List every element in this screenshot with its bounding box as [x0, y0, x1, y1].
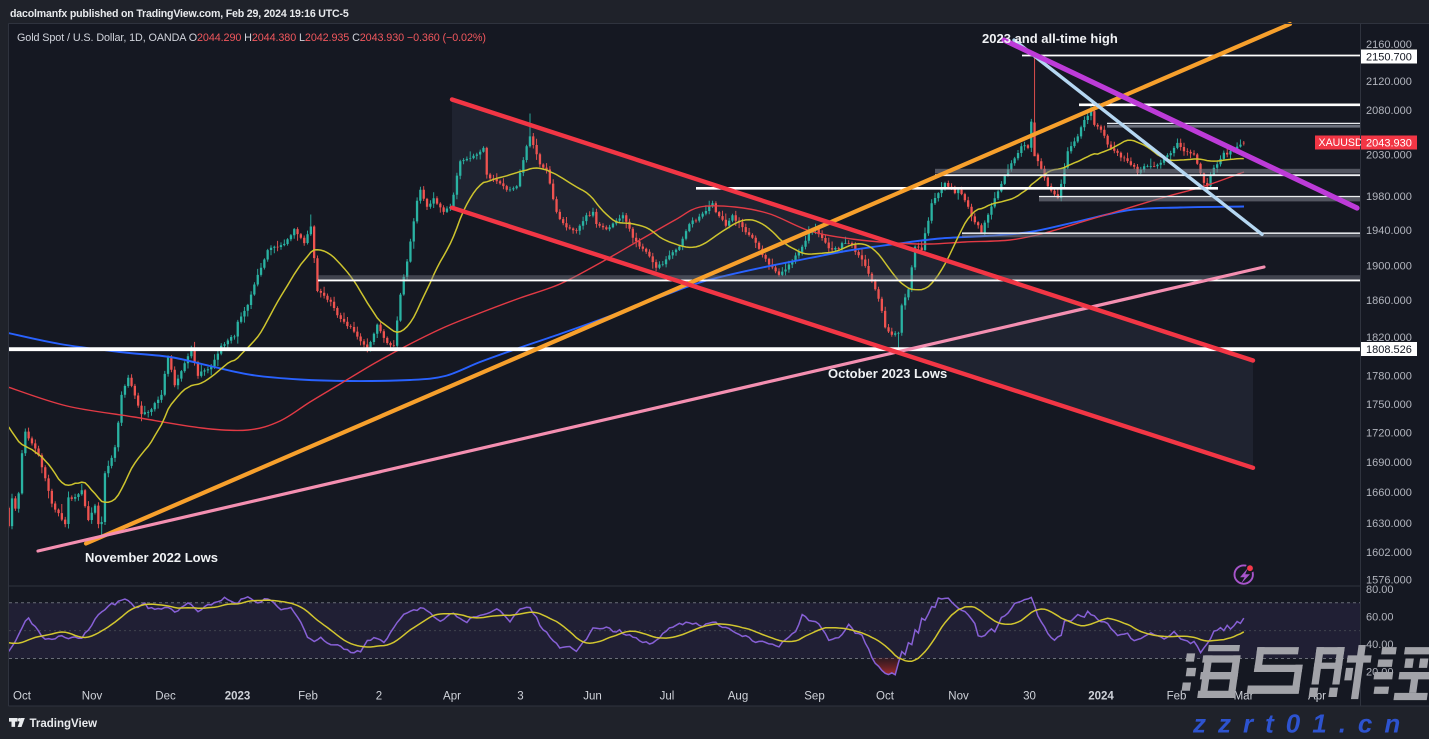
svg-text:Dec: Dec	[155, 691, 176, 703]
svg-text:1602.000: 1602.000	[1366, 547, 1412, 559]
svg-text:1808.526: 1808.526	[1366, 344, 1412, 356]
svg-text:2043.930: 2043.930	[1366, 138, 1412, 150]
svg-text:80.00: 80.00	[1366, 584, 1394, 596]
svg-text:2023: 2023	[225, 691, 251, 703]
svg-text:dacolmanfx published on Tradin: dacolmanfx published on TradingView.com,…	[10, 8, 349, 20]
svg-text:2150.700: 2150.700	[1366, 52, 1412, 64]
svg-text:1750.000: 1750.000	[1366, 399, 1412, 411]
svg-text:3: 3	[517, 691, 523, 703]
svg-text:November 2022 Lows: November 2022 Lows	[85, 550, 218, 565]
svg-text:zzrt01.cn: zzrt01.cn	[1192, 709, 1412, 739]
svg-text:Feb: Feb	[1167, 691, 1187, 703]
svg-text:Oct: Oct	[876, 691, 895, 703]
svg-text:Nov: Nov	[948, 691, 969, 703]
svg-text:1576.000: 1576.000	[1366, 575, 1412, 587]
svg-text:2030.000: 2030.000	[1366, 150, 1412, 162]
svg-text:Jun: Jun	[583, 691, 602, 703]
svg-text:Nov: Nov	[82, 691, 103, 703]
svg-text:1820.000: 1820.000	[1366, 332, 1412, 344]
svg-text:TradingView: TradingView	[30, 718, 98, 730]
svg-text:Aug: Aug	[728, 691, 748, 703]
svg-text:Gold Spot / U.S. Dollar, 1D, O: Gold Spot / U.S. Dollar, 1D, OANDA O2044…	[17, 32, 486, 44]
svg-text:Sep: Sep	[804, 691, 824, 703]
svg-text:2024: 2024	[1088, 691, 1114, 703]
svg-text:2160.000: 2160.000	[1366, 39, 1412, 51]
svg-text:2080.000: 2080.000	[1366, 105, 1412, 117]
svg-text:Oct: Oct	[13, 691, 32, 703]
svg-text:2023 and all-time high: 2023 and all-time high	[982, 31, 1118, 46]
svg-text:1940.000: 1940.000	[1366, 225, 1412, 237]
svg-text:XAUUSD: XAUUSD	[1319, 137, 1363, 149]
svg-text:1900.000: 1900.000	[1366, 261, 1412, 273]
svg-text:October 2023 Lows: October 2023 Lows	[828, 366, 947, 381]
svg-text:Jul: Jul	[660, 691, 675, 703]
svg-text:Apr: Apr	[443, 691, 461, 703]
svg-text:1860.000: 1860.000	[1366, 295, 1412, 307]
svg-text:1980.000: 1980.000	[1366, 191, 1412, 203]
svg-text:1690.000: 1690.000	[1366, 457, 1412, 469]
svg-text:2120.000: 2120.000	[1366, 76, 1412, 88]
svg-text:1780.000: 1780.000	[1366, 371, 1412, 383]
svg-text:1720.000: 1720.000	[1366, 428, 1412, 440]
svg-text:2: 2	[376, 691, 382, 703]
svg-text:1660.000: 1660.000	[1366, 487, 1412, 499]
svg-text:60.00: 60.00	[1366, 612, 1394, 624]
svg-text:30: 30	[1023, 691, 1036, 703]
svg-text:Feb: Feb	[298, 691, 318, 703]
svg-text:1630.000: 1630.000	[1366, 518, 1412, 530]
